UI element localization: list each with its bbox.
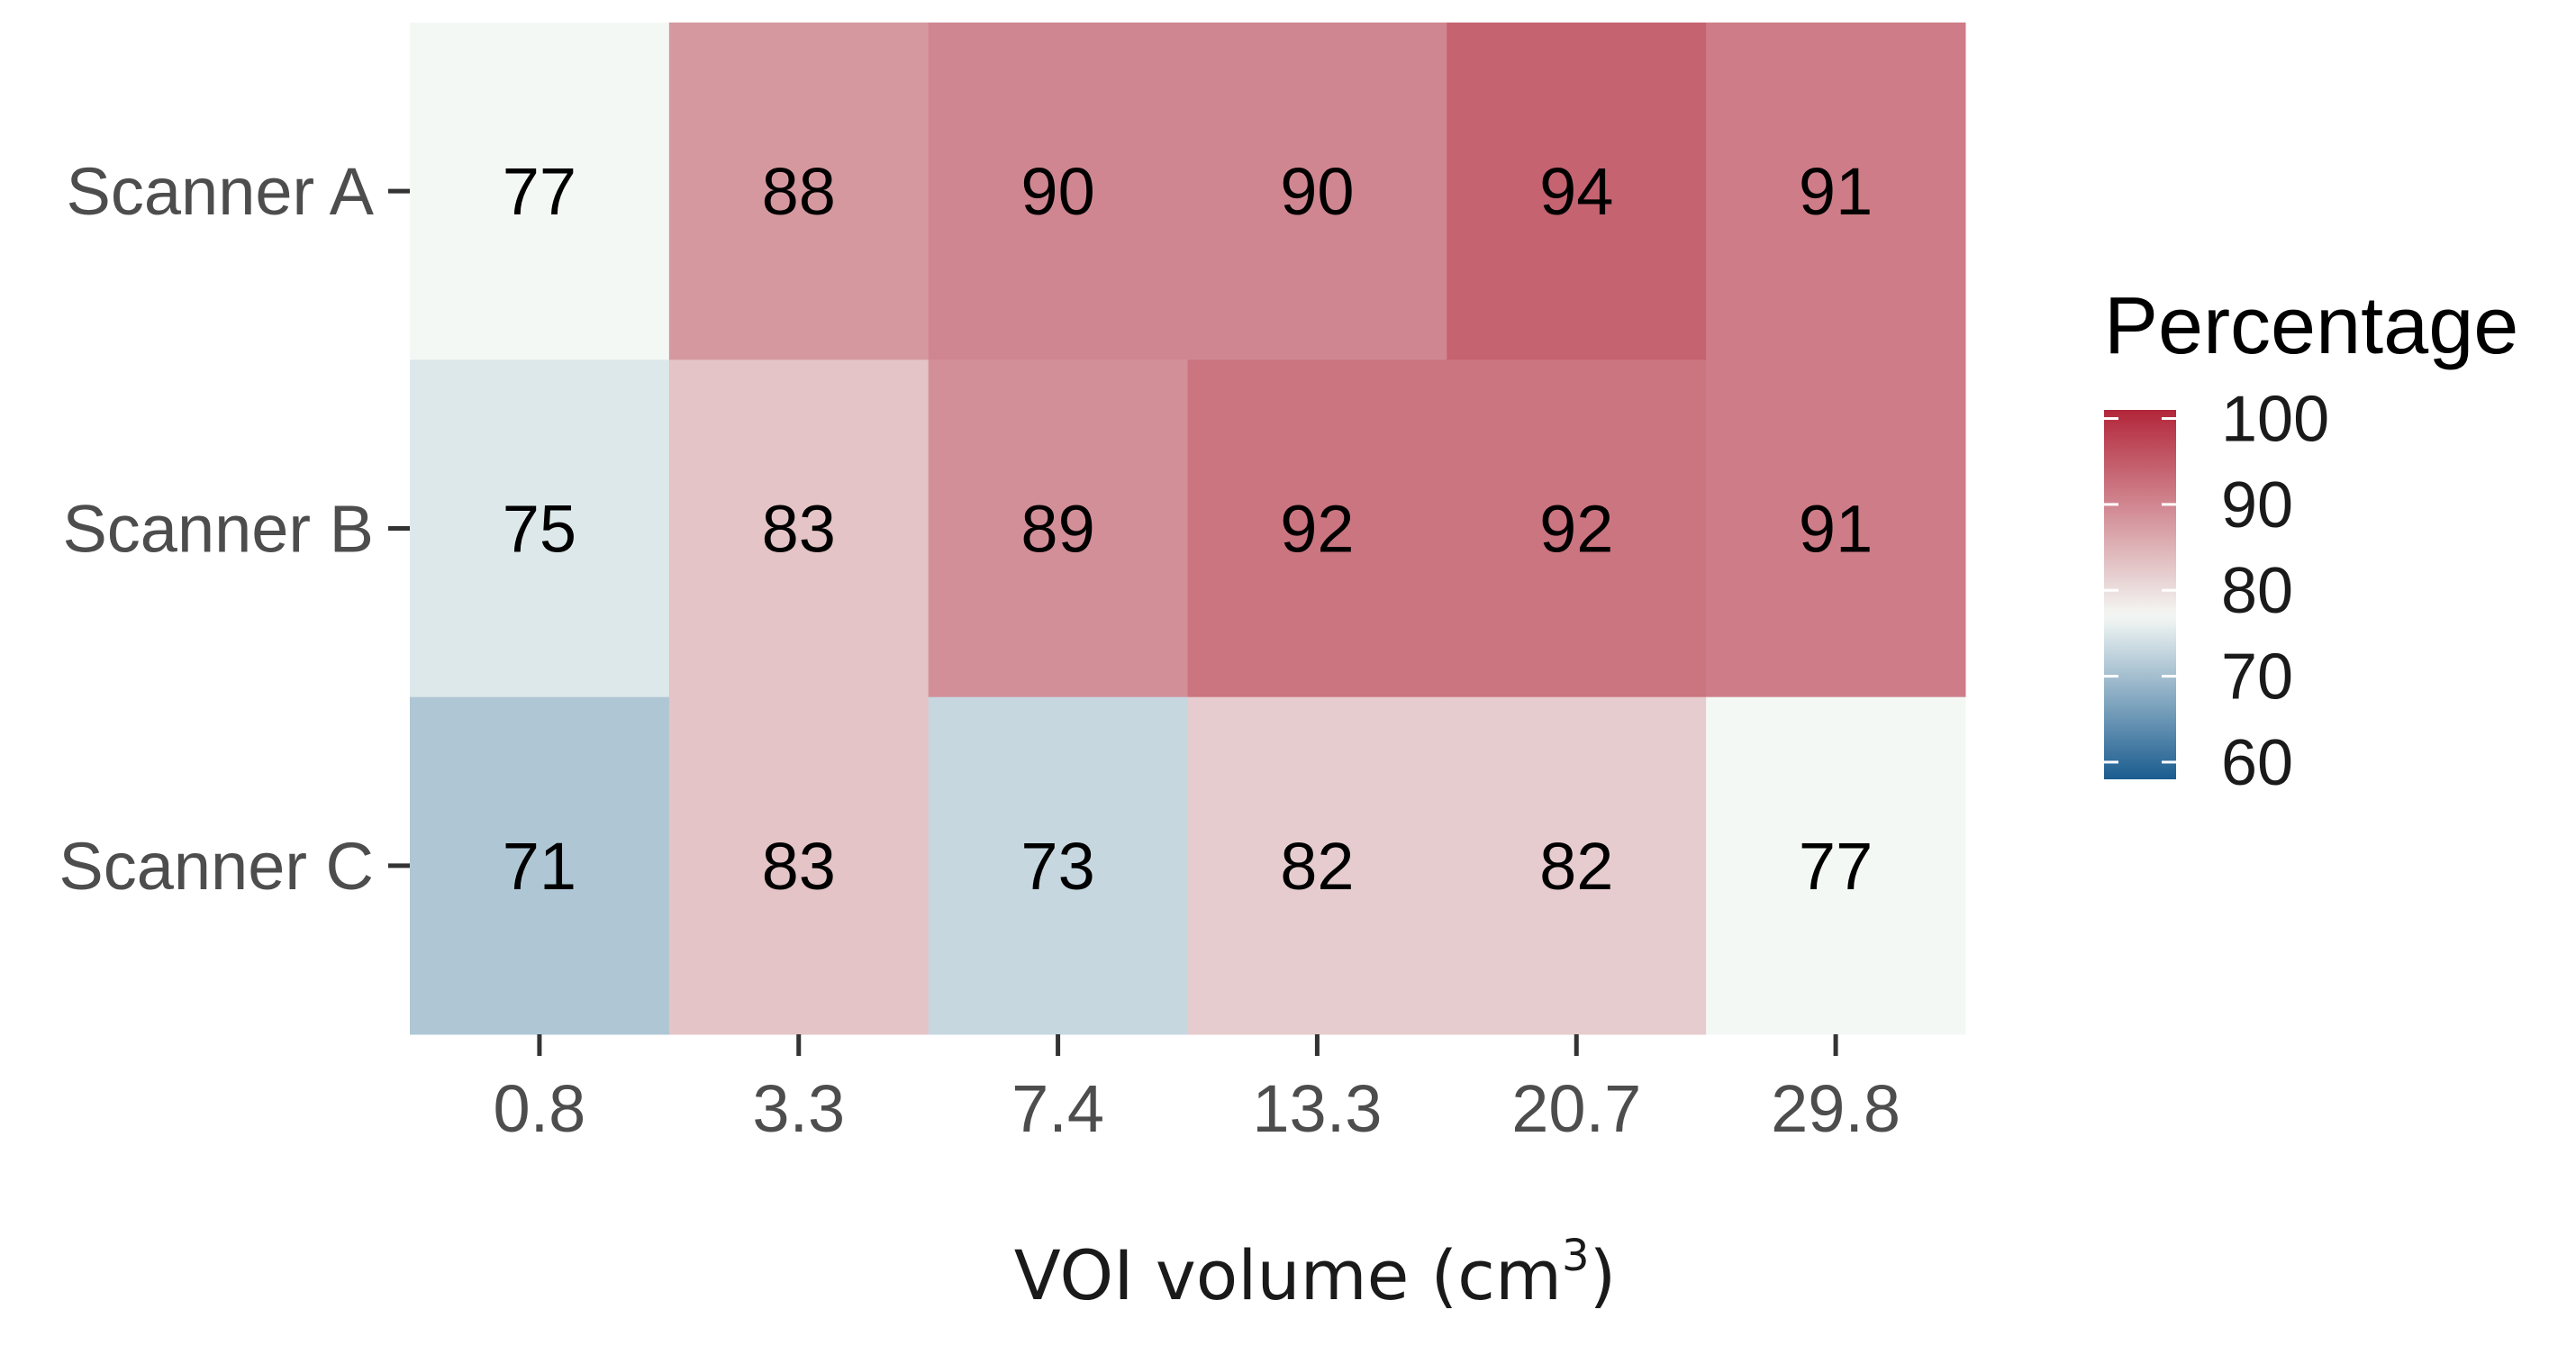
cell-value-label: 91: [1799, 154, 1873, 229]
heatmap-cell: [1187, 359, 1447, 698]
heatmap-cell: [668, 23, 930, 360]
heatmap-cell: [1447, 23, 1707, 360]
heatmap-cell: [668, 696, 930, 1035]
heatmap-cell: [1187, 23, 1447, 360]
heatmap-cell: [928, 23, 1188, 360]
heatmap-cells: [410, 23, 1966, 1035]
legend-tick-label: 60: [2221, 727, 2293, 799]
y-tick-label: Scanner A: [67, 154, 375, 229]
heatmap-cell: [1706, 359, 1966, 698]
x-tick-label: 3.3: [752, 1071, 845, 1146]
x-tick-label: 7.4: [1011, 1071, 1104, 1146]
heatmap-cell: [410, 23, 670, 360]
cell-value-label: 71: [503, 829, 576, 904]
cell-value-label: 90: [1020, 154, 1094, 229]
legend-ticks: 100 90 80 70 60: [2104, 384, 2329, 799]
heatmap-cell: [1447, 696, 1707, 1035]
legend-colorbar: [2104, 410, 2176, 779]
x-axis-title-main: VOI volume (cm: [1014, 1235, 1562, 1315]
heatmap-cell: [668, 359, 930, 698]
cell-value-label: 83: [762, 829, 836, 904]
legend-tick-label: 70: [2221, 641, 2293, 714]
y-tick-label: Scanner B: [62, 492, 374, 567]
cell-value-label: 92: [1280, 492, 1354, 567]
heatmap-cell: [1187, 696, 1447, 1035]
x-axis: 0.8 3.3 7.4 13.3 20.7 29.8: [493, 1034, 1900, 1146]
cell-value-label: 89: [1020, 492, 1094, 567]
cell-value-label: 77: [1799, 829, 1873, 904]
x-tick-label: 13.3: [1252, 1071, 1382, 1146]
x-tick-label: 0.8: [493, 1071, 585, 1146]
cell-value-label: 82: [1280, 829, 1354, 904]
x-axis-title-suffix: ): [1590, 1235, 1617, 1315]
color-legend: Percentage 100 90 80 70 60: [2104, 281, 2518, 799]
legend-title: Percentage: [2104, 281, 2518, 371]
heatmap-cell: [1706, 696, 1966, 1035]
cell-value-label: 91: [1799, 492, 1873, 567]
heatmap-cell: [1706, 23, 1966, 360]
x-tick-label: 29.8: [1771, 1071, 1900, 1146]
y-axis: Scanner A Scanner B Scanner C: [59, 154, 410, 904]
cell-value-label: 92: [1539, 492, 1613, 567]
x-axis-title: VOI volume (cm3): [1014, 1231, 1616, 1315]
heatmap-cell: [1447, 359, 1707, 698]
cell-value-label: 73: [1020, 829, 1094, 904]
legend-tick-label: 80: [2221, 555, 2293, 627]
heatmap-cell-labels: 77 88 90 90 94 91 75 83 89 92 92 91 71 83 73 82 82 77: [503, 154, 1873, 904]
cell-value-label: 83: [762, 492, 836, 567]
cell-value-label: 75: [503, 492, 576, 567]
x-axis-title-superscript: 3: [1562, 1231, 1590, 1281]
cell-value-label: 88: [762, 154, 836, 229]
cell-value-label: 82: [1539, 829, 1613, 904]
heatmap-cell: [410, 359, 670, 698]
heatmap-cell: [410, 696, 670, 1035]
cell-value-label: 90: [1280, 154, 1354, 229]
heatmap-cell: [928, 696, 1188, 1035]
heatmap-cell: [928, 359, 1188, 698]
legend-tick-label: 100: [2221, 384, 2329, 456]
cell-value-label: 94: [1539, 154, 1613, 229]
x-tick-label: 20.7: [1511, 1071, 1641, 1146]
legend-tick-label: 90: [2221, 469, 2293, 541]
cell-value-label: 77: [503, 154, 576, 229]
y-tick-label: Scanner C: [59, 829, 374, 904]
